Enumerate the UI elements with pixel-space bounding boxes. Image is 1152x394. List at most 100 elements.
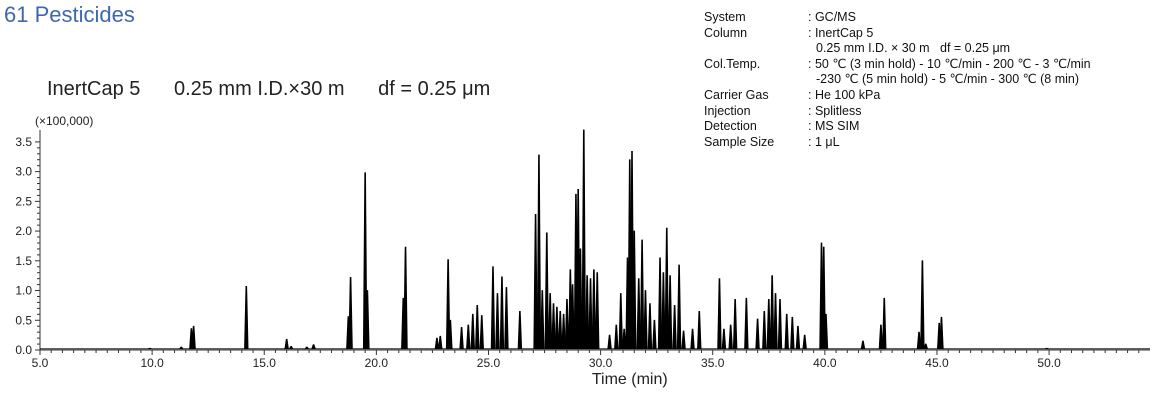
- spec-row-carrier-gas: Carrier Gas : He 100 kPa: [704, 88, 1091, 104]
- spec-value: -230 ℃ (5 min hold) - 5 ℃/min - 300 ℃ (8…: [816, 72, 1080, 87]
- chromatogram-peak: [365, 290, 370, 349]
- chromatogram-peak: [795, 325, 801, 349]
- conditions-table: System: GC/MS Column: InertCap 5 0.25 mm…: [704, 10, 1091, 150]
- spec-value: : MS SIM: [808, 119, 860, 134]
- chromatogram-peak: [311, 344, 316, 349]
- y-tick-label: 2.5: [15, 194, 32, 208]
- column-name: InertCap 5: [47, 78, 141, 100]
- x-tick-label: 15.0: [253, 356, 277, 370]
- chromatogram-peak: [147, 347, 152, 350]
- chromatogram-peak: [470, 313, 475, 349]
- chromatogram-peak: [618, 293, 623, 349]
- chromatogram-peak: [191, 325, 196, 349]
- spec-value: : He 100 kPa: [808, 87, 881, 102]
- chromatogram-peak: [697, 310, 702, 349]
- chromatogram-peak: [676, 264, 682, 349]
- spec-key: System: [704, 10, 746, 24]
- chromatogram-peak: [821, 246, 826, 349]
- chromatogram-peak: [790, 316, 795, 349]
- chromatogram-peak: [434, 337, 440, 349]
- spec-value: : Splitless: [808, 103, 862, 118]
- spec-key: Carrier Gas: [704, 87, 769, 102]
- chromatogram-peak: [773, 293, 778, 349]
- chromatogram-peak: [547, 293, 553, 349]
- chromatogram-peak: [769, 275, 775, 349]
- chromatogram-peak: [652, 319, 657, 349]
- y-tick-label: 2.0: [15, 224, 32, 238]
- chromatogram-peak: [755, 318, 760, 349]
- chromatogram-peak: [533, 214, 538, 349]
- chromatogram-peak: [403, 246, 408, 349]
- chromatogram-peak: [348, 277, 353, 349]
- y-tick-label: 1.0: [15, 284, 32, 298]
- chromatogram-peak: [438, 335, 443, 349]
- chromatogram-peak: [690, 328, 695, 349]
- chromatogram-peak: [564, 299, 570, 349]
- chromatogram-peak: [672, 305, 677, 349]
- spec-row-injection: Injection: Splitless: [704, 104, 1091, 120]
- chromatogram-peak: [490, 266, 496, 349]
- chromatogram-peak: [661, 272, 666, 349]
- chromatogram-peak: [554, 306, 560, 349]
- chromatogram-peak: [721, 328, 727, 349]
- chromatogram-peak: [860, 340, 866, 349]
- chromatogram-peak: [517, 310, 523, 349]
- x-tick-label: 40.0: [813, 356, 837, 370]
- x-axis-label: Time (min): [592, 371, 668, 388]
- x-tick-label: 50.0: [1037, 356, 1061, 370]
- chromatogram-peak: [766, 299, 771, 349]
- x-tick-label: 5.0: [32, 356, 49, 370]
- chromatogram-peak: [621, 328, 627, 349]
- chromatogram-peak: [588, 278, 593, 349]
- spec-row-sample-size: Sample Size : 1 μL: [704, 135, 1091, 151]
- chromatogram-peak: [777, 299, 783, 349]
- spec-row-col-temp: Col.Temp. : 50 ℃ (3 min hold) - 10 ℃/min …: [704, 57, 1091, 73]
- x-tick-label: 30.0: [589, 356, 613, 370]
- spec-value: : InertCap 5: [808, 25, 874, 40]
- chromatogram-peak: [466, 324, 471, 349]
- x-tick-label: 35.0: [701, 356, 725, 370]
- spec-key: Col.Temp.: [704, 56, 761, 71]
- chromatogram-peak: [667, 275, 673, 349]
- chromatogram-peak: [584, 275, 590, 349]
- chromatogram-peak: [882, 297, 887, 349]
- chromatogram-peak: [289, 346, 294, 350]
- chromatogram-peak: [504, 287, 509, 349]
- y-tick-label: 0.5: [15, 313, 32, 327]
- chromatogram-peak: [362, 172, 368, 349]
- chromatogram-peak: [179, 346, 184, 350]
- spec-value: : 50 ℃ (3 min hold) - 10 ℃/min - 200 ℃ -…: [808, 56, 1091, 71]
- y-tick-label: 0.0: [15, 343, 32, 357]
- chromatogram-peak: [459, 327, 464, 349]
- chromatogram-peak: [802, 334, 807, 349]
- chromatogram-peak: [475, 305, 480, 349]
- chromatogram-peak: [595, 272, 600, 349]
- column-dimensions: 0.25 mm I.D.×30 m: [173, 78, 345, 100]
- y-tick-label: 1.5: [15, 254, 32, 268]
- chromatogram-peak: [643, 290, 648, 349]
- chromatogram-peak: [878, 324, 884, 349]
- x-tick-label: 45.0: [925, 356, 949, 370]
- spec-value: : 1 μL: [808, 134, 840, 149]
- chromatogram-peak: [558, 310, 563, 349]
- chromatogram-peak: [923, 343, 928, 349]
- spec-row-column-dims: 0.25 mm I.D. × 30 m df = 0.25 μm: [704, 41, 1091, 57]
- chromatogram-peak: [939, 316, 944, 349]
- chromatogram-peak: [578, 248, 583, 349]
- chromatogram-peak: [448, 319, 453, 349]
- chromatogram-peak: [495, 293, 500, 349]
- chromatogram-peak: [561, 313, 566, 349]
- chromatogram-peak: [614, 324, 619, 349]
- chromatogram-peak: [657, 257, 663, 349]
- y-tick-label: 3.5: [15, 135, 32, 149]
- chromatogram-peak: [823, 313, 829, 349]
- chromatogram-peak: [732, 299, 738, 349]
- chromatogram-peak: [607, 334, 612, 349]
- chromatogram-peak: [762, 310, 767, 349]
- chromatogram-peak: [636, 278, 641, 349]
- chromatogram-peak: [639, 239, 645, 349]
- spec-key: Detection: [704, 119, 757, 134]
- spec-key: Sample Size: [704, 134, 775, 149]
- chromatogram-peak: [536, 154, 542, 349]
